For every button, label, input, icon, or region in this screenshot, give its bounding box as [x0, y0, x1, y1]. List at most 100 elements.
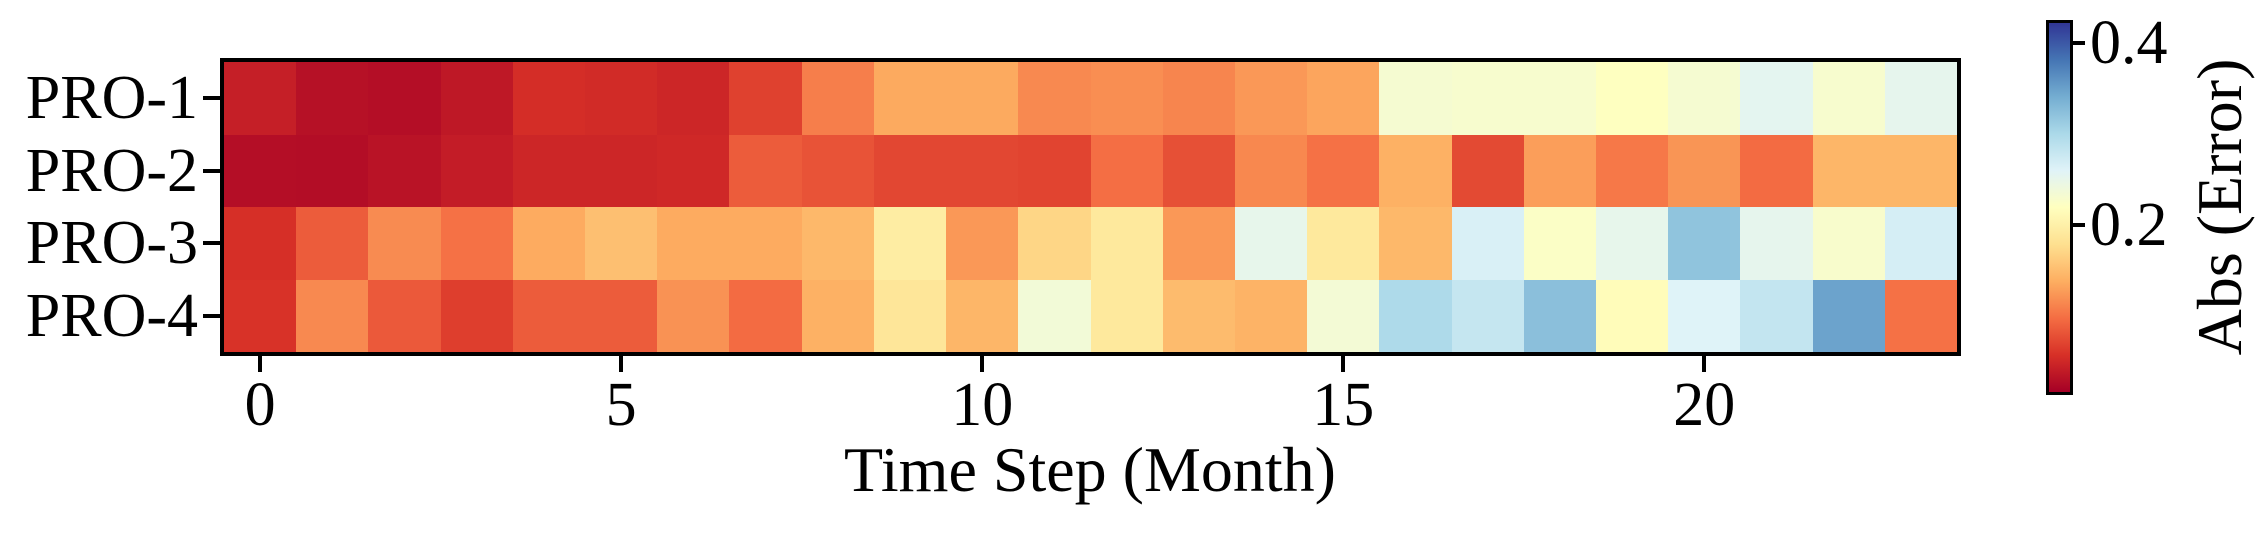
heatmap-cell [1018, 279, 1091, 352]
y-tick-label: PRO-1 [25, 64, 198, 133]
x-tick-label: 10 [951, 371, 1014, 439]
heatmap-cell [585, 134, 658, 207]
heatmap-cell [1523, 134, 1596, 207]
heatmap-plot-area [220, 58, 1961, 356]
heatmap-cell [1668, 134, 1741, 207]
heatmap-cell [1451, 207, 1524, 280]
colorbar-tick-mark [2073, 40, 2085, 45]
heatmap-cell [729, 134, 802, 207]
heatmap-cell [1162, 279, 1235, 352]
x-tick-mark [258, 356, 263, 372]
heatmap-cell [368, 62, 441, 135]
heatmap-cell [1668, 207, 1741, 280]
heatmap-cell [440, 62, 513, 135]
x-tick-label: 5 [605, 371, 637, 439]
heatmap-cell [1740, 134, 1813, 207]
heatmap-cell [1451, 134, 1524, 207]
heatmap-cell [1307, 134, 1380, 207]
heatmap-cell [801, 62, 874, 135]
x-tick-label: 15 [1312, 371, 1375, 439]
heatmap-cell [512, 207, 586, 280]
heatmap-cell [1595, 207, 1669, 280]
x-tick-mark [1341, 356, 1346, 372]
heatmap-cell [1307, 62, 1380, 135]
heatmap-cell [1307, 279, 1380, 352]
heatmap-cell [1740, 279, 1813, 352]
colorbar [2046, 20, 2073, 395]
heatmap-cell [1740, 62, 1813, 135]
heatmap-cell [1595, 134, 1669, 207]
heatmap-cell [873, 207, 947, 280]
heatmap-cell [1234, 279, 1308, 352]
heatmap-cell [1090, 207, 1163, 280]
heatmap-cell [1090, 62, 1163, 135]
x-tick-mark [619, 356, 624, 372]
colorbar-tick-label: 0.2 [2090, 190, 2168, 259]
heatmap-cell [657, 134, 730, 207]
heatmap-cell [1523, 207, 1596, 280]
heatmap-cell [296, 207, 369, 280]
heatmap-cell [512, 279, 586, 352]
heatmap-cell [296, 62, 369, 135]
x-tick-mark [1702, 356, 1707, 372]
colorbar-gradient [2049, 23, 2070, 392]
heatmap-cell [1162, 134, 1235, 207]
heatmap-cell [224, 134, 297, 207]
heatmap-cell [1451, 62, 1524, 135]
heatmap-cell [801, 279, 874, 352]
heatmap-cell [440, 134, 513, 207]
heatmap-cell [1740, 207, 1813, 280]
x-tick-label: 20 [1673, 371, 1736, 439]
heatmap-cell [1668, 62, 1741, 135]
heatmap-cell [801, 134, 874, 207]
x-tick-label: 0 [244, 371, 276, 439]
heatmap-cell [657, 62, 730, 135]
heatmap-cell [296, 134, 369, 207]
x-tick-mark [980, 356, 985, 372]
heatmap-cell [1234, 134, 1308, 207]
heatmap-cell [657, 207, 730, 280]
heatmap-cell [1884, 279, 1957, 352]
heatmap-cell [1523, 62, 1596, 135]
y-tick-mark [203, 168, 220, 173]
heatmap-cell [512, 134, 586, 207]
heatmap-cell [946, 207, 1019, 280]
heatmap-cell [1018, 207, 1091, 280]
y-tick-label: PRO-4 [25, 281, 198, 350]
heatmap-cell [946, 279, 1019, 352]
heatmap-cell [946, 134, 1019, 207]
heatmap-cell [1379, 207, 1452, 280]
heatmap-cell [1379, 134, 1452, 207]
heatmap-cell [1595, 62, 1669, 135]
heatmap-cell [1884, 62, 1957, 135]
heatmap-cell [1379, 62, 1452, 135]
y-tick-mark [203, 241, 220, 246]
heatmap-cell [873, 279, 947, 352]
heatmap-cell [801, 207, 874, 280]
heatmap-cell [1595, 279, 1669, 352]
heatmap-cell [1234, 62, 1308, 135]
heatmap-cell [296, 279, 369, 352]
heatmap-cell [1162, 62, 1235, 135]
heatmap-cell [585, 62, 658, 135]
heatmap-cell [224, 62, 297, 135]
heatmap-cell [440, 207, 513, 280]
heatmap-cell [1812, 62, 1885, 135]
heatmap-cell [440, 279, 513, 352]
colorbar-tick-mark [2073, 222, 2085, 227]
heatmap-cell [224, 279, 297, 352]
heatmap-cell [585, 279, 658, 352]
heatmap-cell [512, 62, 586, 135]
heatmap-cell [1090, 134, 1163, 207]
heatmap-cell [729, 62, 802, 135]
heatmap-cell [1884, 134, 1957, 207]
heatmap-cell [729, 279, 802, 352]
heatmap-cell [873, 134, 947, 207]
heatmap-cell [1307, 207, 1380, 280]
y-tick-mark [203, 96, 220, 101]
heatmap-cell [1812, 134, 1885, 207]
heatmap-cell [1234, 207, 1308, 280]
heatmap-cell [873, 62, 947, 135]
heatmap-cell [368, 207, 441, 280]
